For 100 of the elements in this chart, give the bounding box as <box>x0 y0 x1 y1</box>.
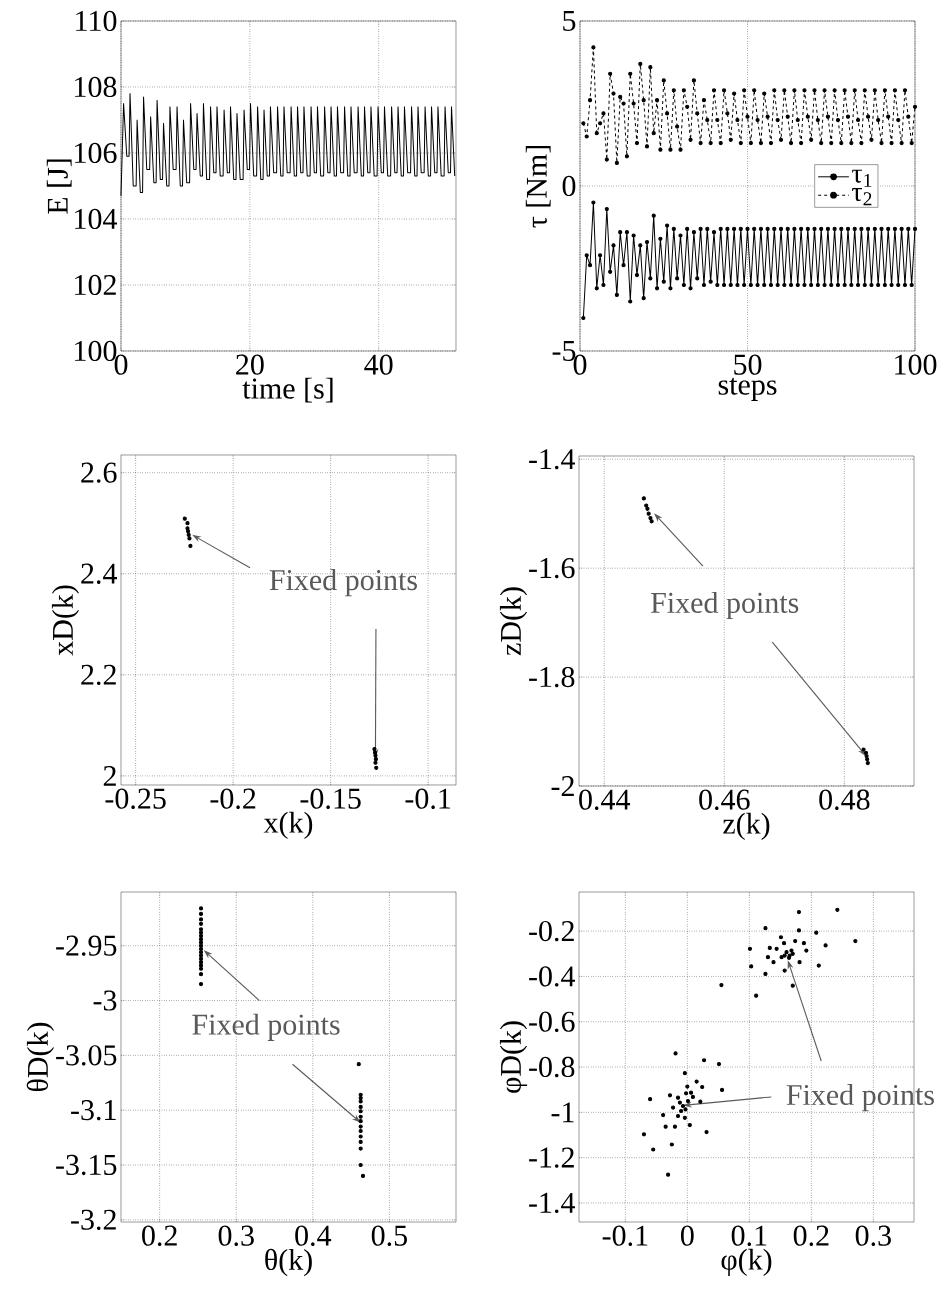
point <box>716 1062 722 1067</box>
y-tick-label: 108 <box>75 76 117 98</box>
point <box>356 1062 361 1067</box>
x-tick-label: -0.2 <box>210 788 256 809</box>
y-tick-label: 0 <box>562 175 576 197</box>
point <box>198 921 204 926</box>
y-tick-label: 110 <box>76 10 117 32</box>
x-tick-label: 0.44 <box>579 789 631 810</box>
y-tick-label: -1.2 <box>529 1147 574 1168</box>
point <box>648 1097 653 1102</box>
point <box>670 1105 676 1110</box>
point <box>358 1128 363 1134</box>
y-tick-label: 2 <box>103 765 116 786</box>
point <box>669 1142 674 1147</box>
annotation: Fixed points <box>269 569 417 597</box>
point <box>816 963 821 968</box>
point <box>358 1096 363 1101</box>
point <box>187 536 192 541</box>
point <box>863 750 869 755</box>
x-tick-label: 100 <box>895 354 937 375</box>
point <box>185 521 190 526</box>
point <box>198 953 204 958</box>
point <box>763 971 768 977</box>
y-tick-label: -1.6 <box>529 558 575 579</box>
point <box>198 906 204 911</box>
point <box>763 926 768 931</box>
point <box>198 963 204 968</box>
point <box>358 1146 363 1151</box>
y-tick-label: 2.2 <box>81 664 116 685</box>
point <box>358 1139 363 1145</box>
point <box>685 1098 691 1104</box>
x-axis-title: φ(k) <box>721 1248 772 1276</box>
point <box>781 941 787 946</box>
point <box>198 927 204 932</box>
point <box>687 1122 692 1128</box>
point <box>796 928 802 933</box>
point <box>796 909 802 915</box>
point <box>198 950 204 955</box>
y-tick-label: -0.6 <box>529 1011 575 1032</box>
point <box>198 940 204 945</box>
annotation: Fixed points <box>192 1013 340 1041</box>
y-tick-label: -1 <box>551 1102 574 1123</box>
x-tick-label: -0.15 <box>300 788 361 809</box>
point <box>694 1079 699 1084</box>
point <box>747 946 753 951</box>
point <box>701 1058 707 1063</box>
x-tick-label: -0.25 <box>105 788 166 809</box>
point <box>360 1173 366 1179</box>
point <box>358 1134 363 1139</box>
point <box>198 911 204 917</box>
point <box>198 937 204 942</box>
point <box>198 946 204 952</box>
point <box>373 757 378 762</box>
point <box>648 515 653 521</box>
point <box>666 1172 671 1177</box>
point <box>198 981 204 987</box>
x-axis-title: z(k) <box>723 812 770 840</box>
point <box>188 543 193 549</box>
annotation: Fixed points <box>786 1083 934 1112</box>
y-tick-label: -0.8 <box>529 1056 575 1078</box>
point <box>790 983 795 988</box>
y-tick-label: 106 <box>75 142 117 164</box>
point <box>646 511 651 516</box>
point <box>198 960 204 965</box>
x-tick-label: 0.4 <box>295 1225 332 1246</box>
point <box>749 964 754 969</box>
point <box>680 1103 686 1109</box>
point <box>864 753 869 759</box>
x-tick-label: 40 <box>364 354 393 375</box>
y-tick-label: -1.4 <box>529 1192 576 1214</box>
point <box>685 1084 690 1089</box>
legend-label: τ$_{1}$ <box>852 169 872 187</box>
legend-label: τ$_{2}$ <box>852 187 872 206</box>
point <box>865 757 870 762</box>
y-tick-label: -3.2 <box>71 1209 116 1230</box>
point <box>185 529 191 534</box>
point <box>675 1113 681 1119</box>
x-tick-label: 0.3 <box>855 1225 891 1246</box>
point <box>688 1090 694 1095</box>
point <box>661 1112 666 1118</box>
point <box>358 1162 363 1168</box>
point <box>683 1091 689 1096</box>
point <box>682 1115 687 1120</box>
point <box>779 955 784 960</box>
x-tick-label: 0.3 <box>218 1225 254 1246</box>
y-tick-label: 2.4 <box>81 563 118 584</box>
point <box>358 1109 363 1114</box>
point <box>198 933 204 938</box>
y-tick-label: -3.1 <box>71 1100 116 1121</box>
point <box>823 943 828 948</box>
x-tick-label: 0 <box>680 1225 694 1246</box>
point <box>704 1129 709 1135</box>
point <box>374 765 379 770</box>
point <box>682 1071 687 1076</box>
point <box>683 1107 688 1112</box>
point <box>358 1099 363 1104</box>
x-tick-label: 0.46 <box>699 789 750 810</box>
point <box>700 1084 705 1090</box>
y-tick-label: 102 <box>75 274 116 296</box>
x-tick-label: 0.48 <box>819 789 870 810</box>
